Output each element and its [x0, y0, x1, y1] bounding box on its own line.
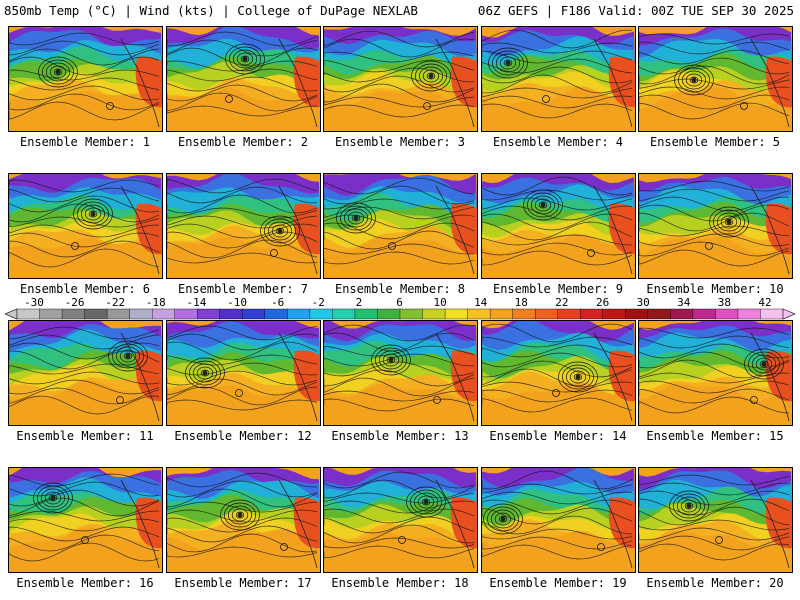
ensemble-member-label-20: Ensemble Member: 20 [646, 576, 784, 590]
ensemble-member-label-8: Ensemble Member: 8 [334, 282, 466, 296]
ensemble-member-label-2: Ensemble Member: 2 [177, 135, 309, 149]
colorbar-tick-label: 38 [717, 296, 732, 309]
colorbar-swatch [61, 308, 86, 320]
colorbar-tick-label: 22 [555, 296, 569, 309]
colorbar-tick-label: 10 [433, 296, 447, 309]
ensemble-member-label-10: Ensemble Member: 10 [646, 282, 784, 296]
colorbar-swatch [467, 308, 491, 320]
ensemble-member-label-19: Ensemble Member: 19 [489, 576, 627, 590]
ensemble-member-label-15: Ensemble Member: 15 [646, 429, 784, 443]
colorbar-swatch [557, 308, 581, 320]
ensemble-member-map-14 [481, 320, 636, 426]
ensemble-member-map-7 [166, 173, 321, 279]
colorbar-tick-label: 18 [514, 296, 528, 309]
ensemble-member-label-13: Ensemble Member: 13 [331, 429, 469, 443]
colorbar-swatch [489, 308, 514, 320]
colorbar-swatch [129, 308, 153, 320]
colorbar-tick-label: -30 [24, 296, 44, 309]
ensemble-member-label-17: Ensemble Member: 17 [174, 576, 312, 590]
colorbar-tick-label: 34 [677, 296, 691, 309]
colorbar-swatch [670, 308, 694, 320]
colorbar-swatch [174, 308, 198, 320]
ensemble-member-label-11: Ensemble Member: 11 [16, 429, 154, 443]
ensemble-member-label-6: Ensemble Member: 6 [19, 282, 151, 296]
colorbar-tick-label: -10 [227, 296, 248, 309]
colorbar-swatch [219, 308, 243, 320]
ensemble-member-label-7: Ensemble Member: 7 [177, 282, 309, 296]
ensemble-member-map-19 [481, 467, 636, 573]
colorbar-tick-label: 42 [758, 296, 772, 309]
colorbar-tick-label: -6 [271, 296, 285, 309]
ensemble-member-map-4 [481, 26, 636, 132]
colorbar-tick-label: 6 [396, 296, 403, 309]
ensemble-member-map-6 [8, 173, 163, 279]
colorbar-tick-label: 14 [474, 296, 488, 309]
colorbar-tick-label: -14 [186, 296, 207, 309]
colorbar-swatch [580, 308, 604, 320]
colorbar-swatch [399, 308, 424, 320]
colorbar-tick-label: 26 [595, 296, 610, 309]
ensemble-member-map-9 [481, 173, 636, 279]
ensemble-member-map-17 [166, 467, 321, 573]
colorbar-swatch [760, 308, 784, 320]
ensemble-member-label-18: Ensemble Member: 18 [331, 576, 469, 590]
ensemble-member-map-10 [638, 173, 793, 279]
ensemble-member-label-9: Ensemble Member: 9 [492, 282, 624, 296]
colorbar-swatch [692, 308, 716, 320]
temperature-colorbar [5, 308, 795, 320]
colorbar-swatch [16, 308, 41, 320]
colorbar-swatch [264, 308, 288, 320]
colorbar-swatch [444, 308, 469, 320]
colorbar-swatch [534, 308, 559, 320]
ensemble-member-label-12: Ensemble Member: 12 [174, 429, 312, 443]
ensemble-member-map-8 [323, 173, 478, 279]
ensemble-member-map-20 [638, 467, 793, 573]
colorbar-swatch [309, 308, 333, 320]
colorbar-tick-label: 30 [636, 296, 650, 309]
ensemble-member-label-4: Ensemble Member: 4 [492, 135, 624, 149]
ensemble-member-map-2 [166, 26, 321, 132]
ensemble-member-label-5: Ensemble Member: 5 [649, 135, 781, 149]
colorbar-swatch [647, 308, 671, 320]
colorbar-swatch [602, 308, 626, 320]
colorbar-tick-label: -22 [105, 296, 126, 309]
ensemble-member-label-14: Ensemble Member: 14 [489, 429, 627, 443]
colorbar-swatch [106, 308, 131, 320]
ensemble-member-map-5 [638, 26, 793, 132]
colorbar-swatch [197, 308, 221, 320]
ensemble-member-label-3: Ensemble Member: 3 [334, 135, 466, 149]
colorbar-swatch [512, 308, 536, 320]
run-valid-time: 06Z GEFS | F186 Valid: 00Z TUE SEP 30 20… [477, 3, 794, 18]
colorbar-swatch [39, 308, 63, 320]
map-title: 850mb Temp (°C) | Wind (kts) | College o… [4, 3, 418, 18]
colorbar-swatch [422, 308, 446, 320]
ensemble-member-map-1 [8, 26, 163, 132]
ensemble-member-map-15 [638, 320, 793, 426]
colorbar-tick-label: -26 [64, 296, 85, 309]
colorbar-swatch [715, 308, 739, 320]
colorbar-tick-label: 2 [355, 296, 363, 309]
colorbar-swatch [287, 308, 311, 320]
colorbar-swatch [84, 308, 108, 320]
ensemble-member-map-3 [323, 26, 478, 132]
colorbar-swatch [354, 308, 378, 320]
colorbar-tick-label: -18 [145, 296, 166, 309]
ensemble-member-map-16 [8, 467, 163, 573]
colorbar-tick-label: -2 [311, 296, 325, 309]
ensemble-member-map-11 [8, 320, 163, 426]
ensemble-member-map-13 [323, 320, 478, 426]
ensemble-member-map-18 [323, 467, 478, 573]
colorbar-swatch [625, 308, 649, 320]
colorbar-swatch [737, 308, 761, 320]
ensemble-member-label-1: Ensemble Member: 1 [19, 135, 151, 149]
colorbar-swatch [377, 308, 401, 320]
ensemble-member-label-16: Ensemble Member: 16 [16, 576, 154, 590]
colorbar-swatch [332, 308, 356, 320]
colorbar-swatch [242, 308, 266, 320]
ensemble-member-map-12 [166, 320, 321, 426]
colorbar-swatch [151, 308, 176, 320]
